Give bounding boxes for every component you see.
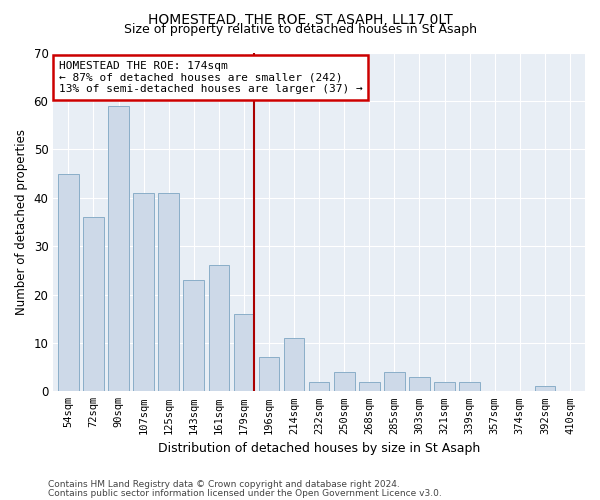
X-axis label: Distribution of detached houses by size in St Asaph: Distribution of detached houses by size … <box>158 442 480 455</box>
Y-axis label: Number of detached properties: Number of detached properties <box>15 129 28 315</box>
Bar <box>535 386 555 392</box>
Bar <box>409 377 430 392</box>
Bar <box>460 382 480 392</box>
Bar <box>384 372 404 392</box>
Bar <box>284 338 304 392</box>
Bar <box>334 372 355 392</box>
Bar <box>108 106 129 392</box>
Text: HOMESTEAD THE ROE: 174sqm
← 87% of detached houses are smaller (242)
13% of semi: HOMESTEAD THE ROE: 174sqm ← 87% of detac… <box>59 61 362 94</box>
Bar <box>158 193 179 392</box>
Bar <box>209 266 229 392</box>
Text: Contains HM Land Registry data © Crown copyright and database right 2024.: Contains HM Land Registry data © Crown c… <box>48 480 400 489</box>
Bar <box>184 280 204 392</box>
Bar <box>133 193 154 392</box>
Bar <box>83 217 104 392</box>
Bar <box>58 174 79 392</box>
Bar <box>434 382 455 392</box>
Bar <box>359 382 380 392</box>
Text: Size of property relative to detached houses in St Asaph: Size of property relative to detached ho… <box>124 22 476 36</box>
Text: HOMESTEAD, THE ROE, ST ASAPH, LL17 0LT: HOMESTEAD, THE ROE, ST ASAPH, LL17 0LT <box>148 12 452 26</box>
Text: Contains public sector information licensed under the Open Government Licence v3: Contains public sector information licen… <box>48 488 442 498</box>
Bar <box>309 382 329 392</box>
Bar <box>233 314 254 392</box>
Bar <box>259 358 279 392</box>
